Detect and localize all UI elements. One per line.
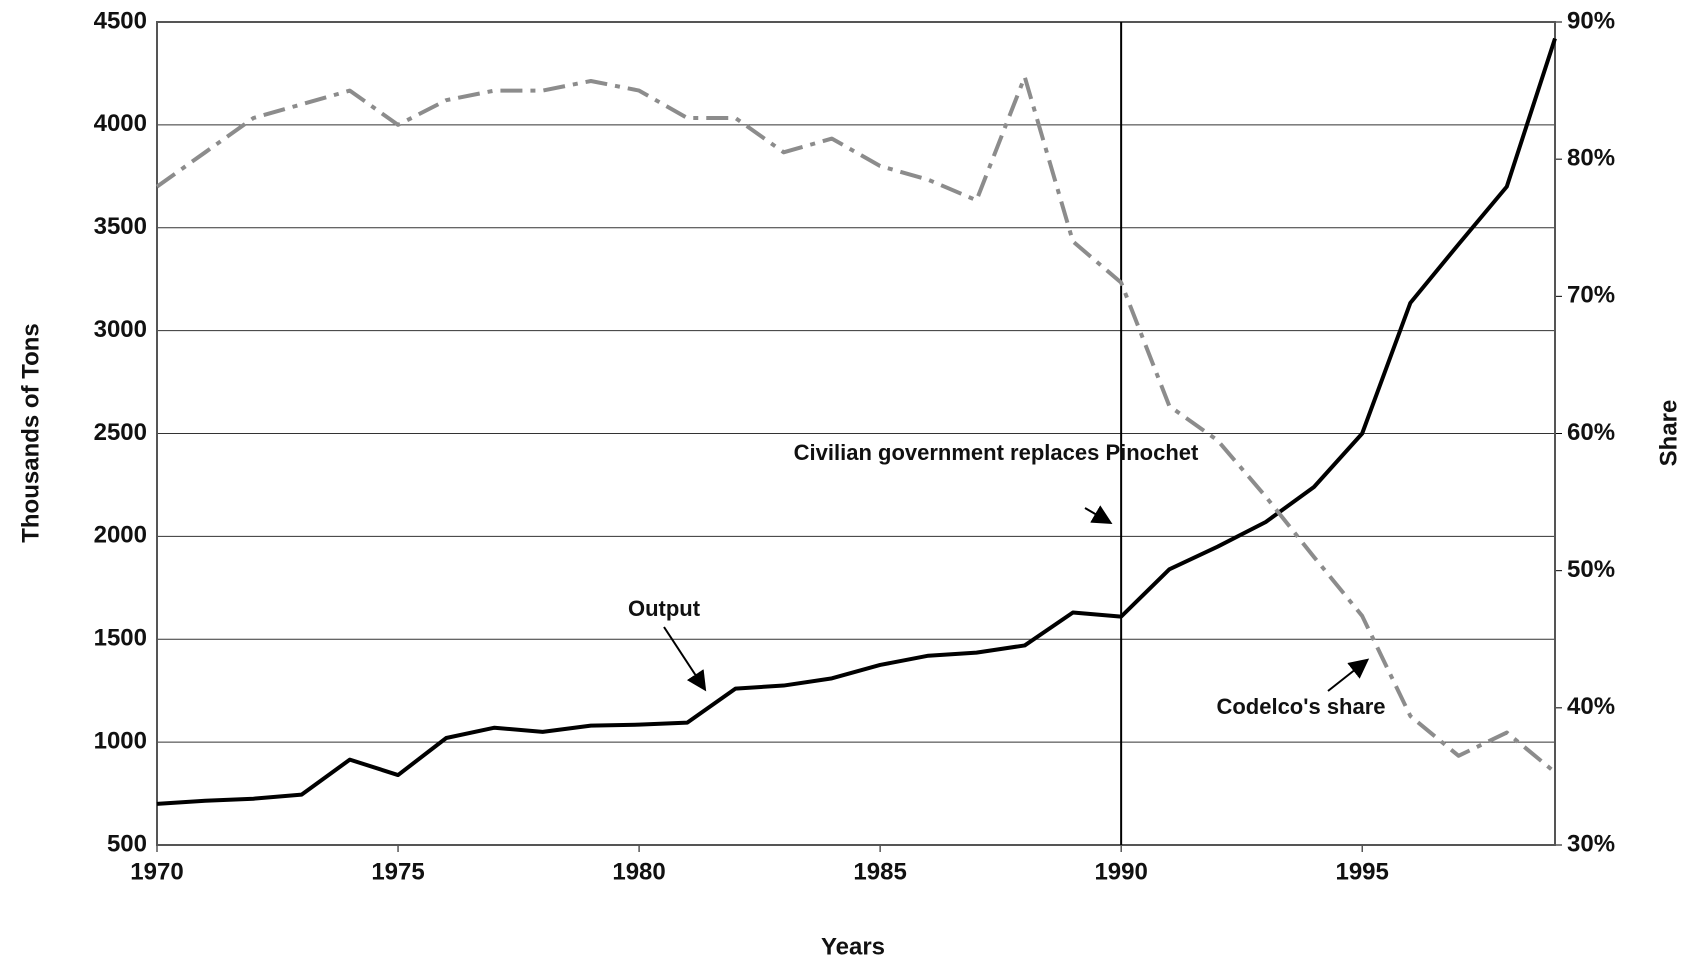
y2-tick-label: 90% [1567, 7, 1615, 34]
annotation-arrow [1084, 505, 1113, 525]
y2-tick-label: 30% [1567, 830, 1615, 857]
plot-frame [156, 21, 1556, 846]
x-tick-label: 1980 [612, 858, 665, 885]
y-tick-label: 1000 [94, 727, 147, 754]
x-tick-label: 1990 [1094, 858, 1147, 885]
x-axis-title: Years [821, 933, 885, 960]
y-tick-label: 2000 [94, 522, 147, 549]
y2-tick-label: 80% [1567, 145, 1615, 172]
y2-tick-label: 60% [1567, 419, 1615, 446]
y-tick-label: 4500 [94, 7, 147, 34]
annotation: Civilian government replaces Pinochet [794, 440, 1199, 465]
annotation-arrow [663, 626, 707, 692]
y2-tick-label: 70% [1567, 282, 1615, 309]
annotation-arrow [1327, 658, 1370, 692]
y2-tick-label: 40% [1567, 693, 1615, 720]
x-tick-label: 1970 [130, 858, 183, 885]
series-line [155, 74, 1557, 774]
x-tick-label: 1995 [1335, 858, 1388, 885]
y-tick-label: 3000 [94, 316, 147, 343]
y-tick-label: 500 [107, 830, 147, 857]
series-line [156, 37, 1557, 806]
annotation: Output [628, 596, 701, 621]
x-tick-label: 1975 [371, 858, 424, 885]
annotation: Codelco's share [1216, 694, 1385, 719]
y-axis-title: Thousands of Tons [17, 323, 44, 543]
y-tick-label: 1500 [94, 625, 147, 652]
y-tick-label: 4000 [94, 110, 147, 137]
y-tick-label: 3500 [94, 213, 147, 240]
y-tick-label: 2500 [94, 419, 147, 446]
y2-axis-title: Share [1655, 400, 1682, 467]
y2-tick-label: 50% [1567, 556, 1615, 583]
x-tick-label: 1985 [853, 858, 906, 885]
